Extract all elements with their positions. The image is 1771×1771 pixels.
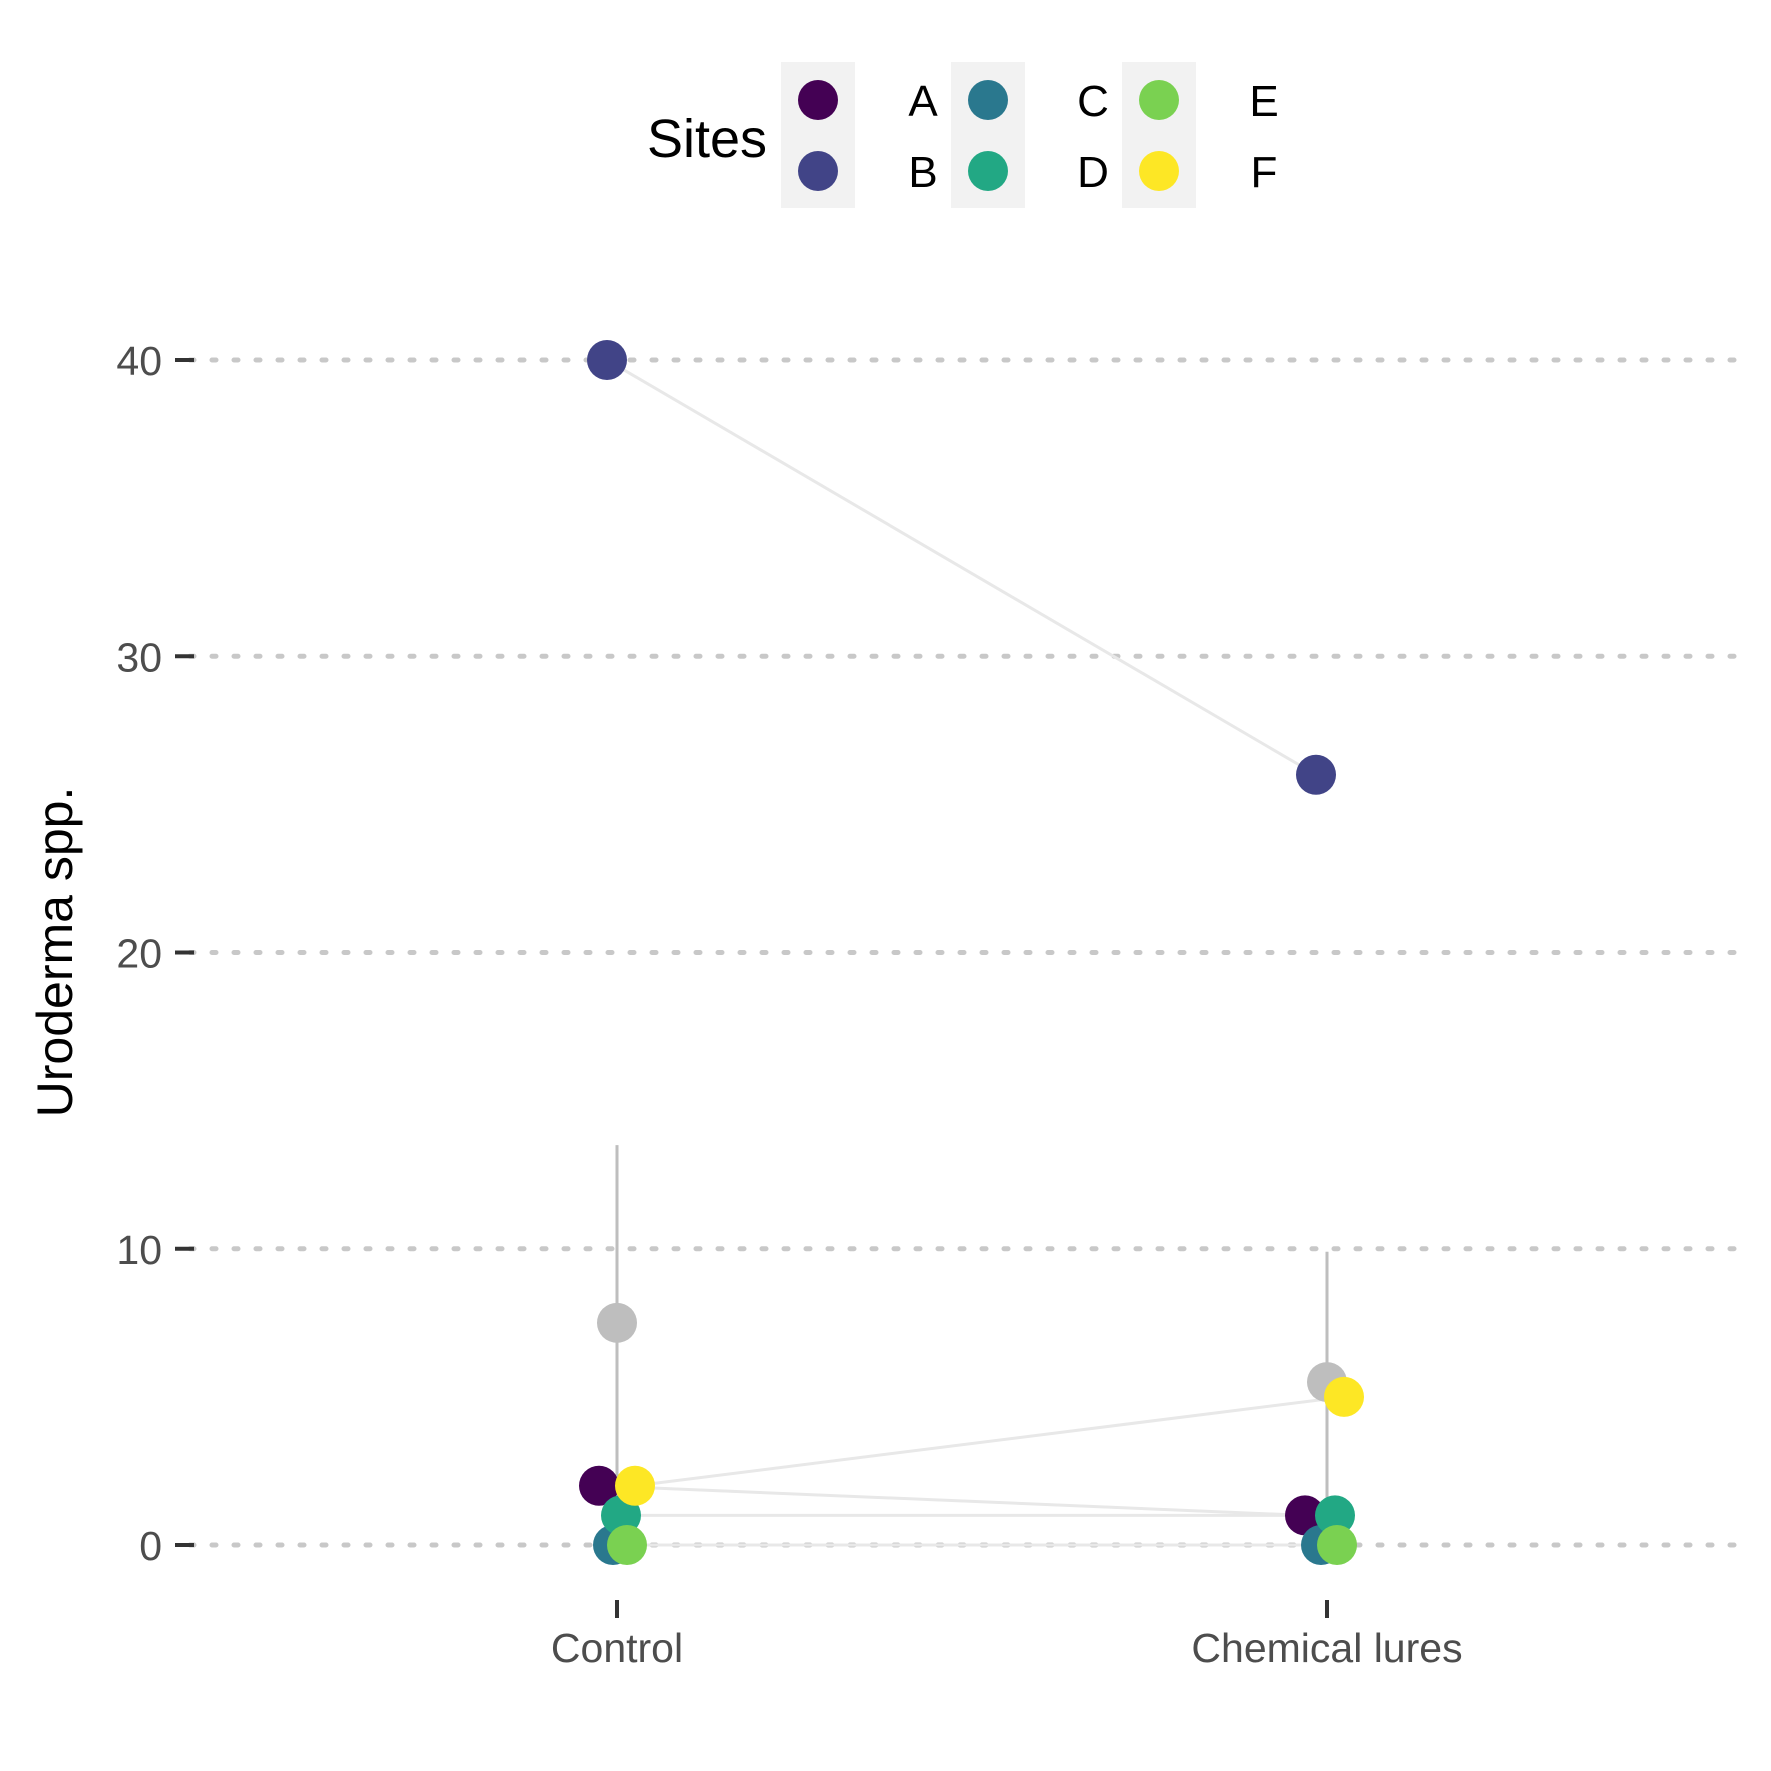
legend-label-F: F <box>1251 148 1278 197</box>
legend-label-D: D <box>1077 148 1109 197</box>
point-F <box>1324 1376 1364 1417</box>
y-tick-label: 30 <box>116 634 162 680</box>
pair-line-B <box>606 358 1317 777</box>
y-axis: 0 10 20 30 40 <box>116 338 194 1569</box>
y-tick-label: 0 <box>139 1523 162 1569</box>
legend-key-C <box>968 80 1008 120</box>
legend-label-A: A <box>908 77 938 126</box>
legend-key-E <box>1139 80 1179 120</box>
point-E <box>1317 1525 1357 1565</box>
mean-point <box>597 1302 637 1343</box>
x-axis: Control Chemical lures <box>551 1600 1463 1671</box>
point-E <box>607 1525 647 1565</box>
point-B <box>587 340 627 380</box>
y-tick-label: 10 <box>116 1227 162 1273</box>
point-B <box>1296 754 1336 795</box>
point-F <box>615 1465 655 1506</box>
pair-line-A <box>598 1484 1306 1517</box>
legend-key-D <box>968 151 1008 191</box>
legend-key-F <box>1139 151 1179 191</box>
legend: Sites AB CD EF <box>647 62 1279 208</box>
y-axis-title: Uroderma spp. <box>27 787 83 1118</box>
point-D <box>1315 1495 1355 1536</box>
y-tick-label: 40 <box>116 338 162 384</box>
legend-title: Sites <box>647 109 767 169</box>
paired-lines <box>598 358 1345 1547</box>
gridlines <box>187 357 1743 1548</box>
x-tick-label: Chemical lures <box>1191 1625 1462 1671</box>
legend-label-E: E <box>1249 77 1278 126</box>
legend-key-B <box>798 151 838 191</box>
point-D <box>601 1495 641 1536</box>
pair-line-F <box>634 1395 1345 1488</box>
point-A <box>579 1465 619 1506</box>
y-tick-label: 20 <box>116 931 162 977</box>
legend-key-A <box>798 80 838 120</box>
summary-stats <box>597 1145 1347 1516</box>
data-points <box>579 340 1364 1565</box>
x-tick-label: Control <box>551 1625 683 1671</box>
legend-label-C: C <box>1077 77 1109 126</box>
legend-label-B: B <box>908 148 937 197</box>
point-A <box>1285 1495 1325 1536</box>
